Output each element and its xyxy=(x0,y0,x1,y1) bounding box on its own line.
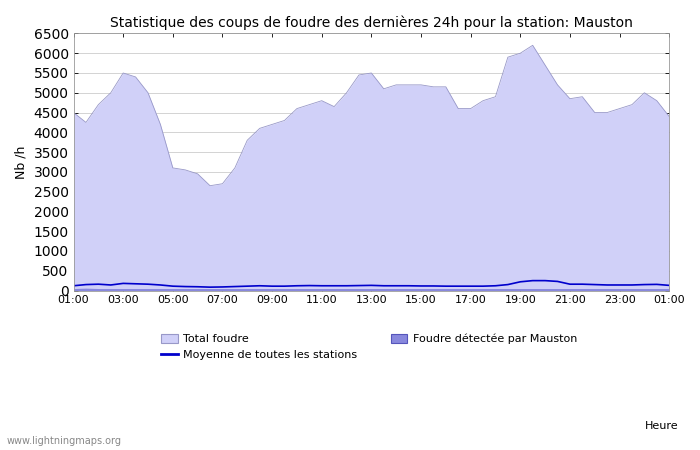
Text: Heure: Heure xyxy=(645,421,679,431)
Y-axis label: Nb /h: Nb /h xyxy=(15,145,28,179)
Legend: Total foudre, Moyenne de toutes les stations, Foudre détectée par Mauston: Total foudre, Moyenne de toutes les stat… xyxy=(157,329,582,365)
Text: www.lightningmaps.org: www.lightningmaps.org xyxy=(7,436,122,446)
Title: Statistique des coups de foudre des dernières 24h pour la station: Mauston: Statistique des coups de foudre des dern… xyxy=(110,15,633,30)
